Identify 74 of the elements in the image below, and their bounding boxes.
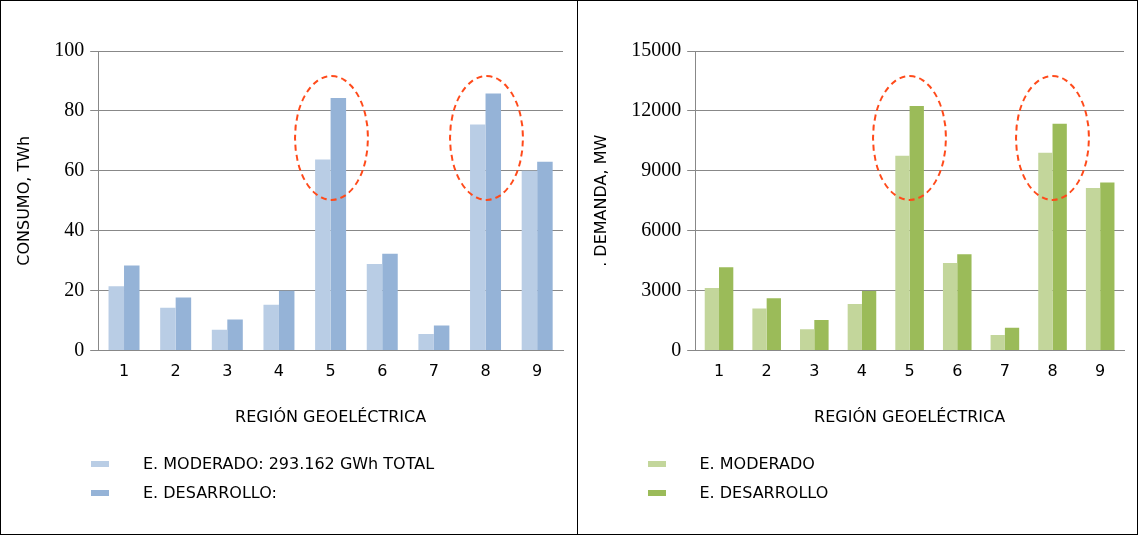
bar [108,286,125,351]
bar [175,297,192,351]
x-tick-label: 3 [808,361,819,381]
legend-label: E. MODERADO: 293.162 GWh TOTAL [143,454,435,473]
bar [751,308,767,351]
legend-label: E. MODERADO [699,454,815,473]
bar [894,155,910,351]
y-tick-label: 60 [64,158,85,181]
bar [382,253,398,351]
y-tick-label: 100 [54,38,85,61]
y-axis-title: . DEMANDA, MW [590,134,610,267]
y-tick-label: 40 [64,218,85,241]
bar [418,334,434,351]
x-tick-label: 6 [377,361,388,381]
x-tick-label: 9 [532,361,543,381]
x-tick-label: 1 [118,361,130,381]
bar [1085,188,1100,351]
x-tick-label: 1 [713,361,724,381]
y-tick-label: 15000 [630,38,681,61]
x-tick-label: 9 [1094,361,1105,381]
x-tick-label: 2 [761,361,772,381]
bar [521,170,538,351]
bar [211,329,228,351]
y-tick-label: 0 [74,337,85,360]
y-tick-label: 20 [64,277,85,300]
x-tick-label: 2 [170,361,181,381]
x-tick-label: 5 [325,361,336,381]
bar [278,290,295,351]
x-tick-label: 8 [480,361,491,381]
bar [124,265,140,351]
x-tick-label: 8 [1046,361,1058,381]
bar [990,335,1005,351]
bar [227,319,243,351]
bar [537,161,553,351]
bar [315,159,331,351]
bar [956,254,972,351]
y-tick-label: 6000 [640,218,681,241]
x-tick-label: 4 [856,361,867,381]
x-tick-label: 4 [273,361,285,381]
y-axis-title: CONSUMO, TWh [13,135,33,266]
bar [1004,327,1019,351]
x-tick-label: 3 [222,361,233,381]
x-tick-label: 7 [999,361,1010,381]
bar [1052,123,1067,351]
y-tick-label: 9000 [640,158,681,181]
bar [718,267,733,351]
bar [433,325,450,351]
bar [330,98,347,351]
bar [861,290,876,351]
bar [766,298,781,351]
bar [942,262,957,351]
bar [263,304,279,351]
x-tick-label: 6 [951,361,962,381]
bar [470,124,486,351]
bar [1099,182,1114,351]
bar [160,307,176,351]
y-tick-label: 12000 [630,98,681,121]
bar [704,288,719,351]
legend-label: E. DESARROLLO: [143,483,277,502]
bar [1037,152,1053,351]
x-axis-title: REGIÓN GEOELÉCTRICA [235,406,427,426]
bar [366,264,383,351]
bar [485,93,502,351]
y-tick-label: 3000 [640,277,681,300]
y-tick-label: 0 [670,337,681,360]
legend-label: E. DESARROLLO [699,483,829,502]
bar [909,105,924,351]
x-tick-label: 5 [904,361,915,381]
bar [813,320,829,351]
bar [847,304,862,351]
bar [799,329,814,351]
y-tick-label: 80 [64,98,85,121]
x-tick-label: 7 [428,361,439,381]
x-axis-title: REGIÓN GEOELÉCTRICA [813,406,1005,426]
